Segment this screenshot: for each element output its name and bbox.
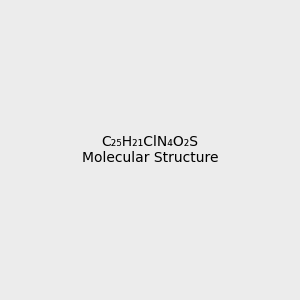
Text: C₂₅H₂₁ClN₄O₂S
Molecular Structure: C₂₅H₂₁ClN₄O₂S Molecular Structure — [82, 135, 218, 165]
